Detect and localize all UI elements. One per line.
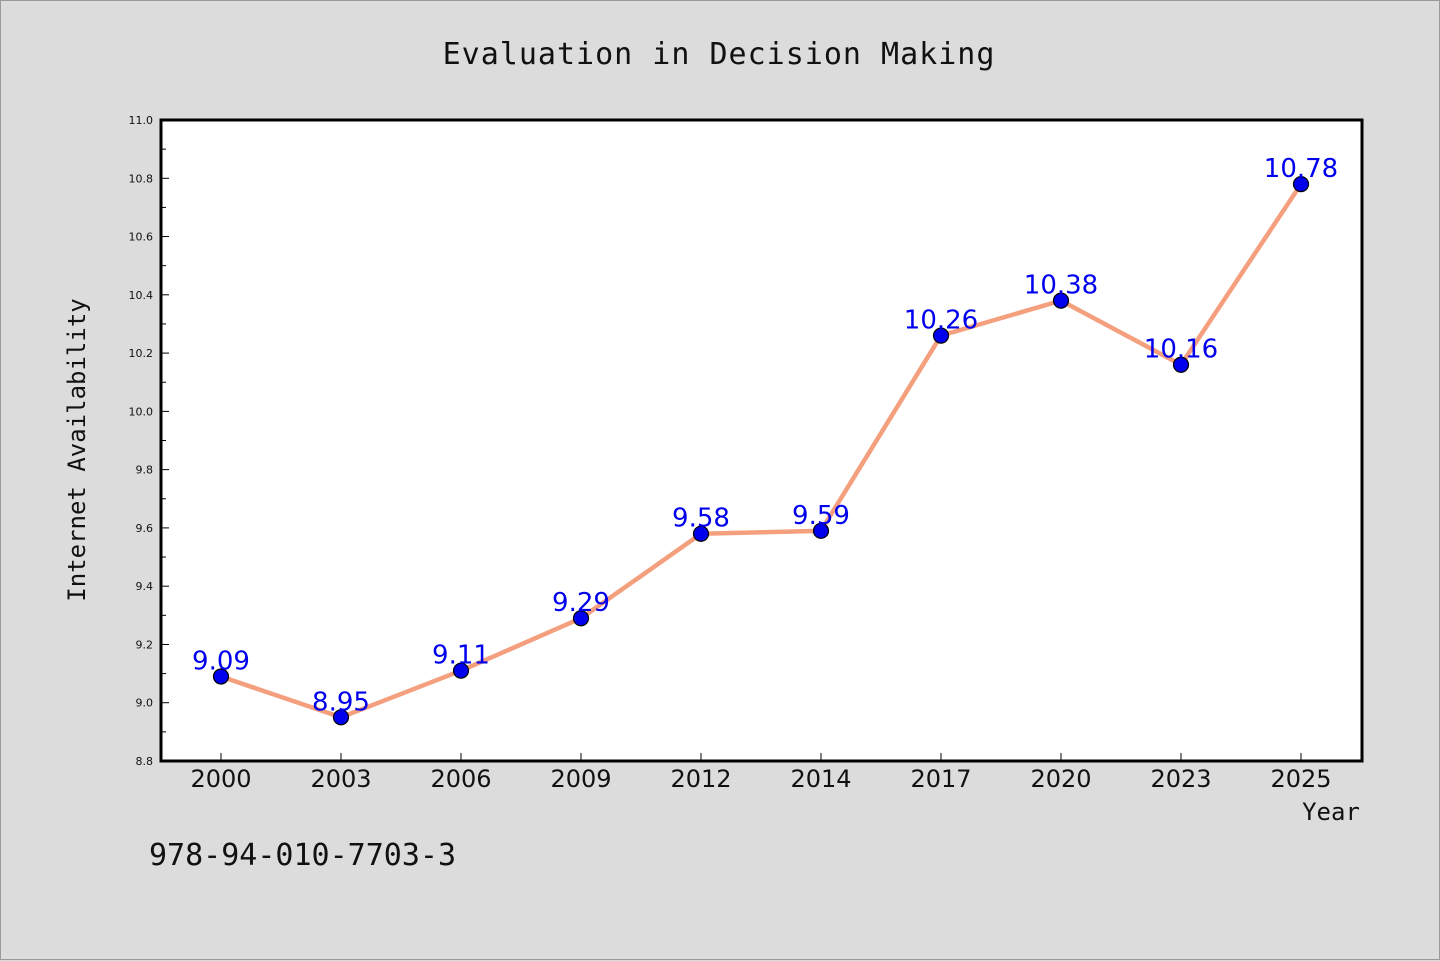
y-tick-label: 10.2 [129,347,154,360]
x-tick-label: 2020 [1030,765,1091,793]
y-tick-label: 10.0 [129,405,154,418]
y-axis-label: Internet Availability [63,298,91,601]
x-axis: 2000 2003 2006 2009 2012 2014 2017 2020 2023 2025 [190,753,1332,793]
data-point [1052,292,1070,309]
data-label: 10.38 [1024,271,1098,301]
data-label: 9.58 [672,504,730,534]
y-tick-label: 9.0 [136,697,154,710]
series-line [212,176,1310,726]
x-tick-label: 2025 [1270,765,1331,793]
data-label: 10.16 [1144,335,1218,365]
x-tick-label: 2006 [430,765,491,793]
plot-area [159,118,1364,763]
x-tick-label: 2000 [190,765,251,793]
data-point [452,662,470,679]
y-tick-label: 10.4 [129,289,154,302]
y-tick-label: 10.8 [129,172,154,185]
y-tick-label: 9.8 [136,464,154,477]
data-point [332,709,350,726]
data-point [812,522,830,539]
x-tick-label: 2012 [670,765,731,793]
x-tick-label: 2014 [790,765,851,793]
data-point [932,327,950,344]
isbn-text: 978-94-010-7703-3 [149,838,456,873]
x-tick-label: 2009 [550,765,611,793]
data-point [1292,176,1310,193]
data-point [1172,356,1190,373]
y-tick-label: 9.6 [136,522,154,535]
y-tick-label: 11.0 [129,114,154,127]
data-label: 8.95 [312,687,370,717]
data-point [212,668,230,685]
data-label: 9.29 [552,588,610,618]
series-polyline [220,182,1303,720]
data-point [692,525,710,542]
x-tick-label: 2023 [1150,765,1211,793]
data-point [572,610,590,627]
chart-title: Evaluation in Decision Making [443,37,996,72]
y-tick-label: 9.2 [136,638,154,651]
data-label: 10.26 [904,306,978,336]
data-label: 9.59 [792,501,850,531]
data-label: 10.78 [1264,154,1338,184]
y-tick-label: 10.6 [129,231,154,244]
x-tick-label: 2017 [910,765,971,793]
data-label: 9.09 [192,647,250,677]
data-label: 9.11 [432,641,490,671]
y-axis: 8.8 9.0 9.2 9.4 9.6 9.8 10.0 10.2 10.4 10.6 10.8 11… [129,114,169,768]
y-tick-label: 9.4 [136,580,154,593]
x-tick-label: 2003 [310,765,371,793]
y-tick-label: 8.8 [136,755,154,768]
data-labels: 9.09 8.95 9.11 9.29 9.58 9.59 10.26 10.38 10.16 1… [192,154,1338,717]
x-axis-label: Year [1302,798,1360,826]
